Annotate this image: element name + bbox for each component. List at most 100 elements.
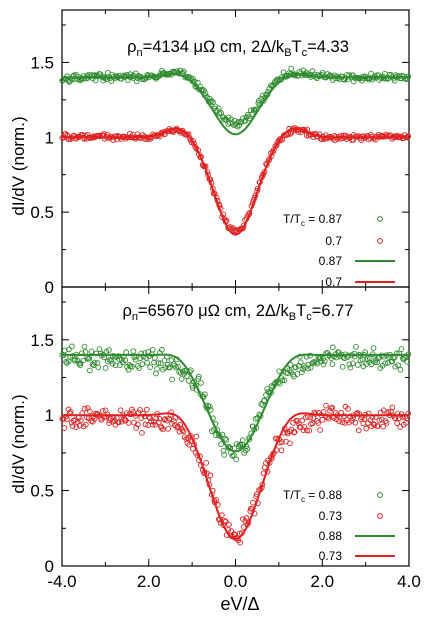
data-point-red: [77, 417, 84, 424]
data-point-green: [152, 355, 158, 361]
data-point-green: [106, 347, 112, 353]
data-point-red: [352, 419, 359, 426]
data-point-green: [220, 447, 227, 454]
data-point-green: [155, 360, 162, 366]
data-point-green: [287, 362, 294, 368]
data-point-green: [102, 365, 109, 371]
legend-green-marker: [377, 216, 383, 222]
data-point-green: [382, 360, 389, 367]
data-point-green: [314, 360, 321, 367]
data-point-green: [223, 437, 230, 443]
data-point-green: [244, 445, 251, 452]
data-point-red: [394, 420, 400, 427]
data-point-green: [392, 363, 399, 370]
data-point-red: [112, 418, 118, 424]
data-point-green: [178, 376, 185, 382]
data-point-red: [378, 416, 385, 423]
data-point-green: [276, 380, 283, 387]
data-point-green: [226, 119, 233, 126]
data-point-red: [176, 428, 183, 435]
data-point-red: [137, 407, 143, 413]
data-point-green: [235, 119, 241, 125]
data-point-red: [320, 408, 327, 415]
data-point-red: [353, 411, 360, 417]
data-point-red: [91, 416, 98, 422]
data-point-green: [279, 377, 286, 384]
data-point-green: [129, 363, 135, 370]
data-point-green: [66, 346, 72, 353]
data-point-red: [64, 416, 70, 422]
legend-red-marker: [377, 238, 383, 244]
data-point-red: [363, 425, 370, 432]
data-point-green: [157, 360, 164, 367]
panel-title: ρn=4134 μΩ cm, 2Δ/kBTc=4.33: [127, 38, 349, 59]
data-point-green: [144, 359, 151, 366]
data-point-green: [201, 87, 207, 94]
data-point-red: [142, 421, 149, 428]
data-point-red: [179, 427, 186, 433]
data-point-green: [349, 360, 356, 367]
y-axis-label: dI/dV (norm.): [9, 394, 28, 493]
data-point-green: [221, 452, 228, 458]
data-point-green: [302, 364, 308, 371]
data-point-red: [177, 421, 184, 428]
data-point-green: [288, 65, 295, 72]
data-point-green: [149, 346, 156, 353]
data-point-red: [319, 416, 326, 423]
data-point-red: [82, 421, 89, 428]
data-point-red: [240, 225, 246, 232]
data-point-green: [258, 401, 265, 407]
data-point-green: [370, 345, 377, 351]
data-point-green: [109, 360, 116, 367]
panel-title: ρn=65670 μΩ cm, 2Δ/kBTc=6.77: [123, 302, 354, 323]
data-point-green: [231, 117, 238, 124]
y-tick-label: 1.5: [30, 331, 54, 350]
data-point-green: [87, 367, 93, 374]
data-point-red: [158, 424, 165, 431]
legend-label-red-points: 0.73: [319, 509, 343, 523]
data-point-green: [74, 357, 81, 364]
data-point-red: [69, 423, 76, 429]
data-point-green: [88, 348, 95, 355]
data-point-red: [226, 521, 232, 528]
data-point-green: [202, 391, 208, 398]
series-line-green: [62, 73, 409, 136]
data-point-red: [222, 518, 229, 525]
data-point-green: [346, 361, 353, 368]
data-point-red: [99, 408, 106, 414]
data-point-green: [218, 441, 224, 448]
data-point-green: [225, 121, 232, 127]
data-point-red: [166, 415, 173, 422]
data-point-green: [246, 436, 253, 443]
data-point-green: [366, 355, 373, 362]
data-point-red: [346, 419, 352, 426]
legend-label-red-points: 0.7: [325, 234, 342, 248]
data-point-red: [291, 429, 298, 435]
data-point-red: [380, 407, 387, 414]
y-tick-label: 1: [45, 128, 54, 147]
data-point-green: [321, 358, 328, 364]
data-point-red: [380, 423, 387, 430]
data-point-red: [207, 472, 214, 479]
data-point-green: [130, 348, 137, 355]
data-point-red: [315, 420, 321, 426]
data-point-green: [196, 373, 202, 380]
series-line-green: [62, 353, 409, 453]
data-point-red: [278, 447, 285, 454]
data-point-green: [298, 369, 305, 376]
data-point-red: [76, 422, 83, 429]
data-point-red: [393, 133, 399, 139]
data-point-red: [250, 499, 256, 506]
series-line-red: [62, 412, 409, 540]
data-point-red: [221, 517, 228, 524]
data-point-red: [398, 411, 405, 418]
data-point-green: [364, 356, 371, 363]
y-tick-label: 0: [45, 557, 54, 576]
data-point-green: [95, 364, 102, 371]
data-point-red: [317, 427, 323, 433]
data-point-green: [210, 99, 216, 105]
y-tick-label: 1: [45, 406, 54, 425]
data-point-red: [309, 420, 316, 427]
data-point-red: [237, 539, 244, 546]
data-point-green: [167, 364, 173, 371]
